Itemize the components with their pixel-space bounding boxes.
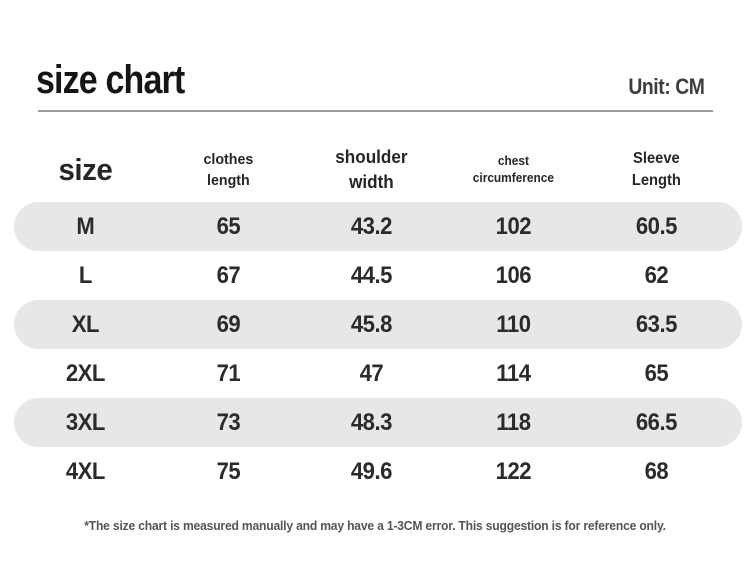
value-chest_circumference: 102 — [496, 212, 532, 240]
size-label: XL — [71, 310, 100, 338]
value-sleeve_length: 65 — [644, 359, 669, 387]
page-header: size chart Unit: CM — [36, 48, 704, 100]
column-header-clothes-length: clothes length — [203, 151, 254, 189]
footnote: *The size chart is measured manually and… — [84, 519, 666, 533]
size-label: 4XL — [65, 457, 106, 485]
table-row-4xl: 4XL 75 49.6 122 68 — [14, 447, 742, 496]
value-sleeve_length: 66.5 — [636, 408, 678, 436]
header-divider — [38, 110, 713, 112]
value-clothes_length: 65 — [216, 212, 241, 240]
value-chest_circumference: 122 — [496, 457, 532, 485]
value-clothes_length: 69 — [216, 310, 241, 338]
page-title: size chart — [36, 58, 185, 102]
column-header-chest-circumference: chest circumference — [473, 153, 555, 186]
value-clothes_length: 71 — [216, 359, 241, 387]
table-row-l: L 67 44.5 106 62 — [14, 251, 742, 300]
size-label: L — [78, 261, 92, 289]
value-clothes_length: 73 — [216, 408, 241, 436]
table-row-xl: XL 69 45.8 110 63.5 — [14, 300, 742, 349]
value-shoulder_width: 45.8 — [350, 310, 392, 338]
value-shoulder_width: 48.3 — [350, 408, 392, 436]
table-body: M 65 43.2 102 60.5 L 67 44.5 106 62 XL 69 45.8 110 63.… — [14, 202, 742, 496]
column-header-sleeve-length: Sleeve Length — [632, 150, 682, 189]
value-sleeve_length: 62 — [644, 261, 669, 289]
value-sleeve_length: 60.5 — [636, 212, 678, 240]
size-label: 3XL — [65, 408, 106, 436]
table-row-3xl: 3XL 73 48.3 118 66.5 — [14, 398, 742, 447]
value-shoulder_width: 47 — [359, 359, 383, 387]
value-clothes_length: 75 — [216, 457, 241, 485]
table-header-row: size clothes length shoulder width chest circu… — [14, 138, 742, 202]
size-label: 2XL — [65, 359, 106, 387]
column-header-shoulder-width: shoulder width — [334, 146, 408, 192]
unit-label: Unit: CM — [627, 74, 704, 99]
value-sleeve_length: 63.5 — [636, 310, 678, 338]
value-chest_circumference: 110 — [496, 310, 532, 338]
table-row-2xl: 2XL 71 47 114 65 — [14, 349, 742, 398]
value-shoulder_width: 49.6 — [350, 457, 392, 485]
value-chest_circumference: 118 — [496, 408, 532, 436]
size-label: M — [76, 212, 95, 240]
value-shoulder_width: 43.2 — [350, 212, 392, 240]
value-chest_circumference: 106 — [496, 261, 532, 289]
value-sleeve_length: 68 — [644, 457, 669, 485]
size-table: size clothes length shoulder width chest circu… — [14, 138, 742, 496]
value-clothes_length: 67 — [216, 261, 241, 289]
value-chest_circumference: 114 — [496, 359, 532, 387]
table-row-m: M 65 43.2 102 60.5 — [14, 202, 742, 251]
value-shoulder_width: 44.5 — [350, 261, 392, 289]
column-header-size: size — [58, 152, 113, 188]
